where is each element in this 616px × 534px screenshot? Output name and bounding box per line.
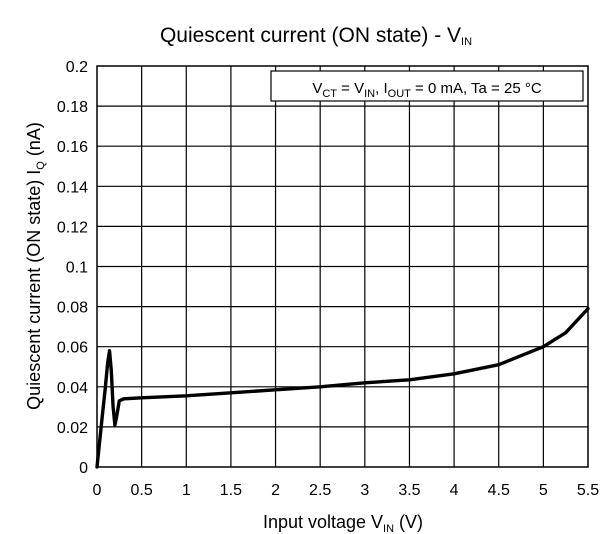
y-axis-label-unit: (nA) [24, 122, 44, 161]
y-tick-label: 0.18 [57, 99, 88, 116]
x-tick-label: 3.5 [398, 482, 420, 499]
x-tick-label: 2 [271, 482, 280, 499]
x-tick-label: 5 [539, 482, 548, 499]
y-axis-label-main: Quiescent current (ON state) I [24, 170, 44, 410]
plot-frame [96, 65, 589, 468]
y-axis-label-sub: Q [35, 161, 47, 170]
annotation-part: = 0 mA, Ta = 25 °C [411, 80, 542, 97]
y-tick-labels: 0 0.02 0.04 0.06 0.08 0.1 0.12 0.14 0.16 0.18 0.2 [57, 59, 88, 477]
y-tick-label: 0 [79, 460, 88, 477]
x-tick-label: 2.5 [309, 482, 331, 499]
y-tick-label: 0.1 [66, 260, 88, 277]
x-axis-label: Input voltage VIN (V) [263, 512, 423, 534]
series-line [95, 306, 590, 469]
annotation-part: = V [337, 80, 364, 97]
x-tick-label: 4.5 [488, 482, 510, 499]
chart-title: Quiescent current (ON state) - VIN [160, 24, 472, 48]
annotation-subscript: IN [364, 88, 375, 100]
condition-annotation: VCT = VIN, IOUT = 0 mA, Ta = 25 °C [270, 70, 584, 102]
chart-title-main: Quiescent current (ON state) - V [160, 24, 461, 47]
grid [97, 66, 588, 467]
annotation-subscript: OUT [388, 88, 412, 100]
y-tick-label: 0.06 [57, 340, 88, 357]
y-tick-label: 0.12 [57, 219, 88, 236]
x-tick-label: 1 [182, 482, 191, 499]
annotation-text: VCT = VIN, IOUT = 0 mA, Ta = 25 °C [312, 80, 542, 100]
x-tick-labels: 0 0.5 1 1.5 2 2.5 3 3.5 4 4.5 5 5.5 [93, 482, 600, 499]
y-tick-label: 0.02 [57, 420, 88, 437]
y-axis-label: Quiescent current (ON state) IQ (nA) [24, 122, 47, 410]
annotation-part: V [312, 80, 322, 97]
x-tick-label: 0.5 [131, 482, 153, 499]
chart-title-sub: IN [461, 36, 472, 48]
annotation-box [270, 70, 584, 102]
x-tick-label: 4 [450, 482, 459, 499]
y-tick-label: 0.2 [66, 59, 88, 76]
x-axis-label-sub: IN [383, 523, 394, 534]
y-tick-label: 0.16 [57, 139, 88, 156]
x-tick-label: 0 [93, 482, 102, 499]
x-tick-label: 5.5 [577, 482, 599, 499]
annotation-part: , I [375, 80, 388, 97]
y-tick-label: 0.14 [57, 179, 88, 196]
x-tick-label: 1.5 [220, 482, 242, 499]
x-axis-label-main: Input voltage V [263, 512, 383, 532]
y-tick-label: 0.04 [57, 380, 88, 397]
annotation-subscript: CT [322, 88, 337, 100]
x-tick-label: 3 [360, 482, 369, 499]
y-tick-label: 0.08 [57, 300, 88, 317]
x-axis-label-unit: (V) [394, 512, 423, 532]
